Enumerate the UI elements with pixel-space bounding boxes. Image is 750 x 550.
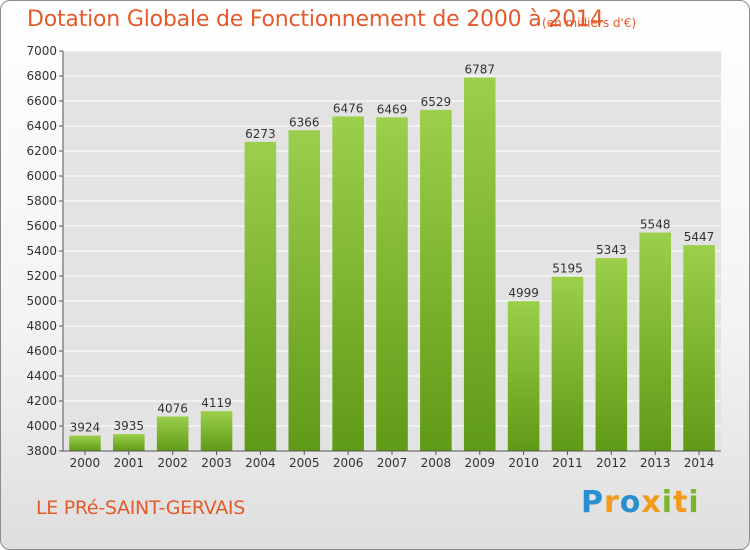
- logo-letter: x: [641, 485, 662, 520]
- bars: [69, 77, 715, 451]
- value-label-2013: 5548: [640, 218, 671, 232]
- chart-title: Dotation Globale de Fonctionnement de 20…: [27, 7, 604, 32]
- bar-2005: [288, 130, 321, 451]
- bar-2010: [507, 301, 540, 451]
- value-label-2002: 4076: [157, 402, 188, 416]
- x-tick-label-2002: 2002: [157, 456, 188, 470]
- x-tick-label-2011: 2011: [552, 456, 583, 470]
- bar-2012: [595, 258, 628, 451]
- value-label-2005: 6366: [289, 115, 320, 129]
- value-label-2010: 4999: [508, 286, 539, 300]
- value-labels: 3924 3935 4076 4119 6273 6366 6476 6469 6529 6787…: [70, 63, 715, 435]
- x-tick-label-2000: 2000: [70, 456, 101, 470]
- x-tick-label-2005: 2005: [289, 456, 320, 470]
- y-tick-label: 5800: [26, 194, 57, 208]
- y-tick-label: 5000: [26, 294, 57, 308]
- y-tick-label: 6800: [26, 69, 57, 83]
- value-label-2000: 3924: [70, 421, 101, 435]
- bar-2011: [551, 276, 584, 451]
- x-tick-label-2008: 2008: [421, 456, 452, 470]
- y-axis: 3800 4000 4200 4400 4600 4800 5000 5200 5400 5600…: [26, 44, 64, 458]
- y-tick-label: 6600: [26, 94, 57, 108]
- value-label-2004: 6273: [245, 127, 276, 141]
- x-tick-label-2010: 2010: [508, 456, 539, 470]
- commune-name: LE PRé-SAINT-GERVAIS: [36, 497, 245, 519]
- value-label-2007: 6469: [377, 102, 408, 116]
- bar-2008: [420, 109, 452, 451]
- x-tick-label-2014: 2014: [684, 456, 715, 470]
- logo-letter: o: [619, 485, 642, 520]
- logo-letter: i: [661, 485, 674, 520]
- y-tick-label: 4600: [26, 344, 57, 358]
- bar-2013: [639, 232, 671, 451]
- x-tick-label-2009: 2009: [464, 456, 495, 470]
- y-tick-label: 5200: [26, 269, 57, 283]
- value-label-2001: 3935: [114, 419, 145, 433]
- x-tick-label-2007: 2007: [377, 456, 408, 470]
- x-axis: 2000 2001 2002 2003 2004 2005 2006 2007 2008 2009…: [63, 450, 721, 470]
- y-tick-label: 6200: [26, 144, 57, 158]
- value-label-2003: 4119: [201, 396, 232, 410]
- proxiti-logo[interactable]: Proxiti: [581, 485, 700, 520]
- bar-2014: [683, 245, 715, 451]
- y-tick-label: 4000: [26, 419, 57, 433]
- y-tick-label: 6400: [26, 119, 57, 133]
- y-tick-label: 4400: [26, 369, 57, 383]
- bar-2003: [200, 411, 233, 451]
- bar-2001: [113, 434, 145, 451]
- value-label-2014: 5447: [684, 230, 715, 244]
- value-label-2012: 5343: [596, 243, 627, 257]
- y-tick-label: 5600: [26, 219, 57, 233]
- bar-2006: [332, 116, 364, 451]
- y-tick-label: 6000: [26, 169, 57, 183]
- y-tick-label: 5400: [26, 244, 57, 258]
- y-tick-label: 3800: [26, 444, 57, 458]
- value-label-2008: 6529: [421, 95, 452, 109]
- y-tick-label: 7000: [26, 44, 57, 58]
- x-tick-label-2004: 2004: [245, 456, 276, 470]
- logo-letter: i: [688, 485, 700, 520]
- value-label-2011: 5195: [552, 262, 583, 276]
- logo-letter: r: [604, 485, 620, 520]
- y-tick-label: 4800: [26, 319, 57, 333]
- y-tick-label: 4200: [26, 394, 57, 408]
- bar-2004: [244, 141, 277, 451]
- bar-2009: [463, 77, 496, 451]
- value-label-2006: 6476: [333, 102, 364, 116]
- bar-2002: [156, 416, 189, 451]
- logo-letter: P: [581, 485, 604, 520]
- x-tick-label-2013: 2013: [640, 456, 671, 470]
- x-tick-label-2003: 2003: [201, 456, 232, 470]
- x-tick-label-2012: 2012: [596, 456, 627, 470]
- x-tick-label-2001: 2001: [114, 456, 145, 470]
- value-label-2009: 6787: [464, 63, 495, 77]
- logo-letter: t: [673, 485, 689, 520]
- bar-2007: [376, 117, 408, 451]
- chart-subtitle: (en milliers d'€): [542, 16, 637, 30]
- x-tick-label-2006: 2006: [333, 456, 364, 470]
- bar-2000: [69, 435, 101, 451]
